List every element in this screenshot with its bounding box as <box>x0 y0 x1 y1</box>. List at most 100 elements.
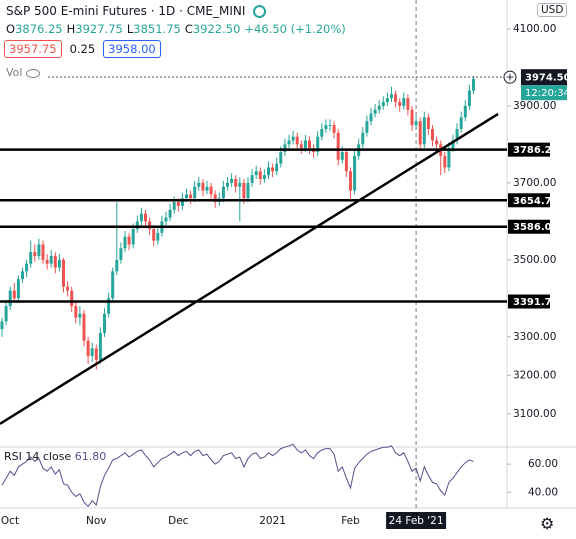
ohlc-key: C <box>184 22 193 36</box>
candle-body <box>435 140 439 145</box>
candle-body <box>365 121 369 133</box>
candle-body <box>103 313 106 333</box>
candle-body <box>299 144 303 149</box>
candle-body <box>447 148 451 168</box>
candle-body <box>414 121 418 126</box>
candle-body <box>394 94 398 103</box>
candle-body <box>353 155 357 191</box>
x-tick-label: Feb <box>341 515 360 527</box>
level-label: 3786.25 <box>513 145 559 156</box>
level-label-box <box>508 219 550 234</box>
candle-body <box>74 306 78 318</box>
candle-body <box>385 98 389 103</box>
candle-body <box>381 102 385 106</box>
candle-body <box>115 259 119 272</box>
candle-body <box>242 182 246 199</box>
plus: + <box>505 71 514 84</box>
level-label-box <box>508 193 550 208</box>
candle-body <box>16 279 20 299</box>
candle-body <box>455 128 459 141</box>
candle-body <box>168 209 172 218</box>
candle-body <box>398 102 402 106</box>
candle-body <box>209 186 213 195</box>
candle-body <box>164 217 168 222</box>
candle-body <box>139 213 143 222</box>
y-tick-label: 4100.00 <box>513 23 556 35</box>
spread: 0.25 <box>69 42 96 56</box>
ohlc-key: O <box>6 22 16 36</box>
candle-body <box>185 194 188 199</box>
candle-body <box>246 182 250 199</box>
x-tick-label: 2021 <box>259 515 286 527</box>
candle-body <box>283 144 287 153</box>
candle-body <box>205 186 209 191</box>
candle-body <box>332 125 336 133</box>
level-label: 3654.75 <box>513 196 559 207</box>
candle-body <box>193 186 197 199</box>
candle-body <box>123 236 127 249</box>
ohlc-value: 3927.75 <box>75 22 123 36</box>
candle-body <box>78 313 82 318</box>
settings-icon[interactable]: ⚙ <box>540 514 555 533</box>
level-label: 3586.00 <box>513 222 559 233</box>
symbol-line: S&P 500 E-mini Futures · 1D · CME_MINI <box>6 4 267 18</box>
candle-body <box>98 332 102 360</box>
currency[interactable]: USD <box>537 3 568 17</box>
rsi-legend: RSI 14 close 61.80 <box>4 450 106 463</box>
candle-body <box>37 244 41 256</box>
candle-body <box>287 140 291 145</box>
sell-button[interactable]: 3957.75 <box>4 40 62 58</box>
crosshair-date-box <box>386 512 447 529</box>
candle-body <box>431 128 434 141</box>
rsi-tick-label: 60.00 <box>528 458 558 470</box>
candle-body <box>131 229 135 245</box>
order-row: 3957.75 0.25 3958.00 <box>4 40 165 58</box>
candle-body <box>250 175 254 183</box>
candle-body <box>86 340 90 357</box>
candle-body <box>320 128 324 137</box>
candle-body <box>135 221 139 230</box>
candle-body <box>107 298 111 314</box>
ohlc-key: H <box>66 22 76 36</box>
candle-body <box>443 155 447 168</box>
candle-body <box>0 321 4 330</box>
symbol: S&P 500 E-mini Futures <box>6 4 147 18</box>
candle-body <box>426 117 430 129</box>
candle-body <box>172 202 176 210</box>
candle-body <box>197 182 201 187</box>
candle-body <box>422 117 426 145</box>
rsi-line <box>1 443 474 508</box>
candle-body <box>82 313 86 341</box>
candle-body <box>70 290 74 307</box>
candle-body <box>230 179 234 183</box>
candle-body <box>349 171 352 191</box>
candle-body <box>254 171 258 176</box>
x-tick-label: Oct <box>1 515 19 527</box>
candle-body <box>33 252 37 256</box>
candle-body <box>49 255 53 264</box>
ohlc-value: 3876.25 <box>15 22 63 36</box>
add-alert-icon[interactable] <box>503 70 517 84</box>
candle-body <box>189 194 193 199</box>
candle-body <box>390 94 393 99</box>
x-tick-label: Nov <box>86 515 107 527</box>
candle-body <box>328 125 332 127</box>
buy-button[interactable]: 3958.00 <box>103 40 161 58</box>
candle-body <box>180 198 184 206</box>
candle-body <box>295 136 299 145</box>
volume-label: Vol <box>6 66 23 79</box>
interval[interactable]: 1D <box>158 4 176 18</box>
candle-body <box>213 194 217 203</box>
candle-body <box>25 263 29 272</box>
hide-icon[interactable] <box>25 68 40 78</box>
exchange: CME_MINI <box>186 4 246 18</box>
candle-body <box>152 229 156 241</box>
candle-body <box>148 221 152 230</box>
y-tick-label: 3700.00 <box>513 177 556 189</box>
x-tick-label: Dec <box>168 515 189 527</box>
candle-body <box>271 167 275 172</box>
candle-body <box>340 152 344 160</box>
ohlc-line: O3876.25 H3927.75 L3851.75 C3922.50 +46.50 (… <box>6 22 346 36</box>
